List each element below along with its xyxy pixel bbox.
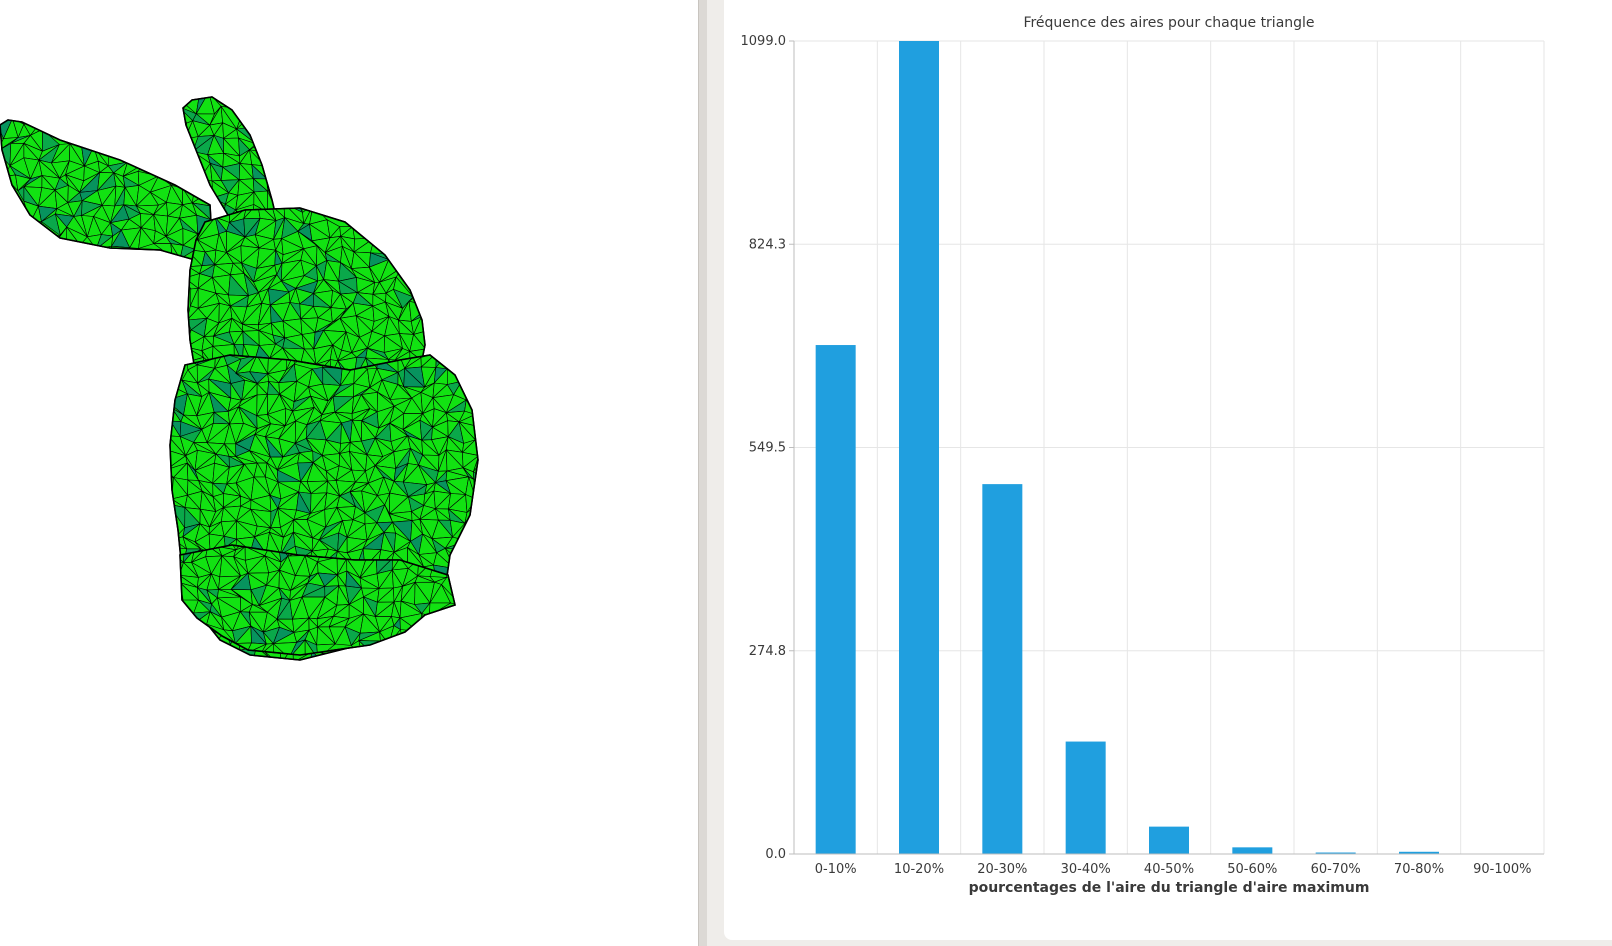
bar-40-50%[interactable] xyxy=(1149,826,1189,854)
chart-card: Fréquence des aires pour chaque triangle… xyxy=(724,0,1612,940)
bunny-mesh[interactable] xyxy=(0,0,698,946)
bar-20-30%[interactable] xyxy=(982,484,1023,854)
bar-group xyxy=(815,41,1439,854)
bar-30-40%[interactable] xyxy=(1065,741,1106,854)
bar-0-10%[interactable] xyxy=(815,345,856,854)
x-tick-label: 30-40% xyxy=(1061,862,1111,877)
x-tick-label: 0-10% xyxy=(815,862,857,877)
chart-title: Fréquence des aires pour chaque triangle xyxy=(1023,15,1314,31)
3d-mesh-viewer[interactable] xyxy=(0,0,698,946)
bar-70-80%[interactable] xyxy=(1399,851,1439,854)
y-tick-label: 1099.0 xyxy=(741,34,787,49)
y-tick-label: 824.3 xyxy=(749,237,786,252)
bar-60-70%[interactable] xyxy=(1315,852,1356,854)
bar-10-20%[interactable] xyxy=(899,41,939,854)
bunny-ear-left xyxy=(0,119,213,261)
y-tick-label: 549.5 xyxy=(749,441,786,456)
x-tick-label: 40-50% xyxy=(1144,862,1194,877)
x-tick-label: 70-80% xyxy=(1394,862,1444,877)
x-tick-label: 60-70% xyxy=(1311,862,1361,877)
chart-panel: Fréquence des aires pour chaque triangle… xyxy=(707,0,1612,946)
x-tick-label: 50-60% xyxy=(1227,862,1277,877)
y-tick-label: 274.8 xyxy=(749,644,786,659)
x-tick-label: 10-20% xyxy=(894,862,944,877)
x-tick-label: 90-100% xyxy=(1473,862,1531,877)
histogram-chart: Fréquence des aires pour chaque triangle… xyxy=(741,15,1545,896)
x-tick-labels: 0-10% 10-20% 20-30% 30-40% 40-50% 50-60% 60-70… xyxy=(815,862,1532,877)
panel-splitter[interactable] xyxy=(698,0,707,946)
x-tick-label: 20-30% xyxy=(977,862,1027,877)
x-axis-title: pourcentages de l'aire du triangle d'air… xyxy=(969,880,1370,896)
bar-50-60%[interactable] xyxy=(1232,847,1273,854)
y-tick-label: 0.0 xyxy=(765,847,786,862)
y-tick-labels: 0.0 274.8 549.5 824.3 1099.0 xyxy=(741,34,794,862)
